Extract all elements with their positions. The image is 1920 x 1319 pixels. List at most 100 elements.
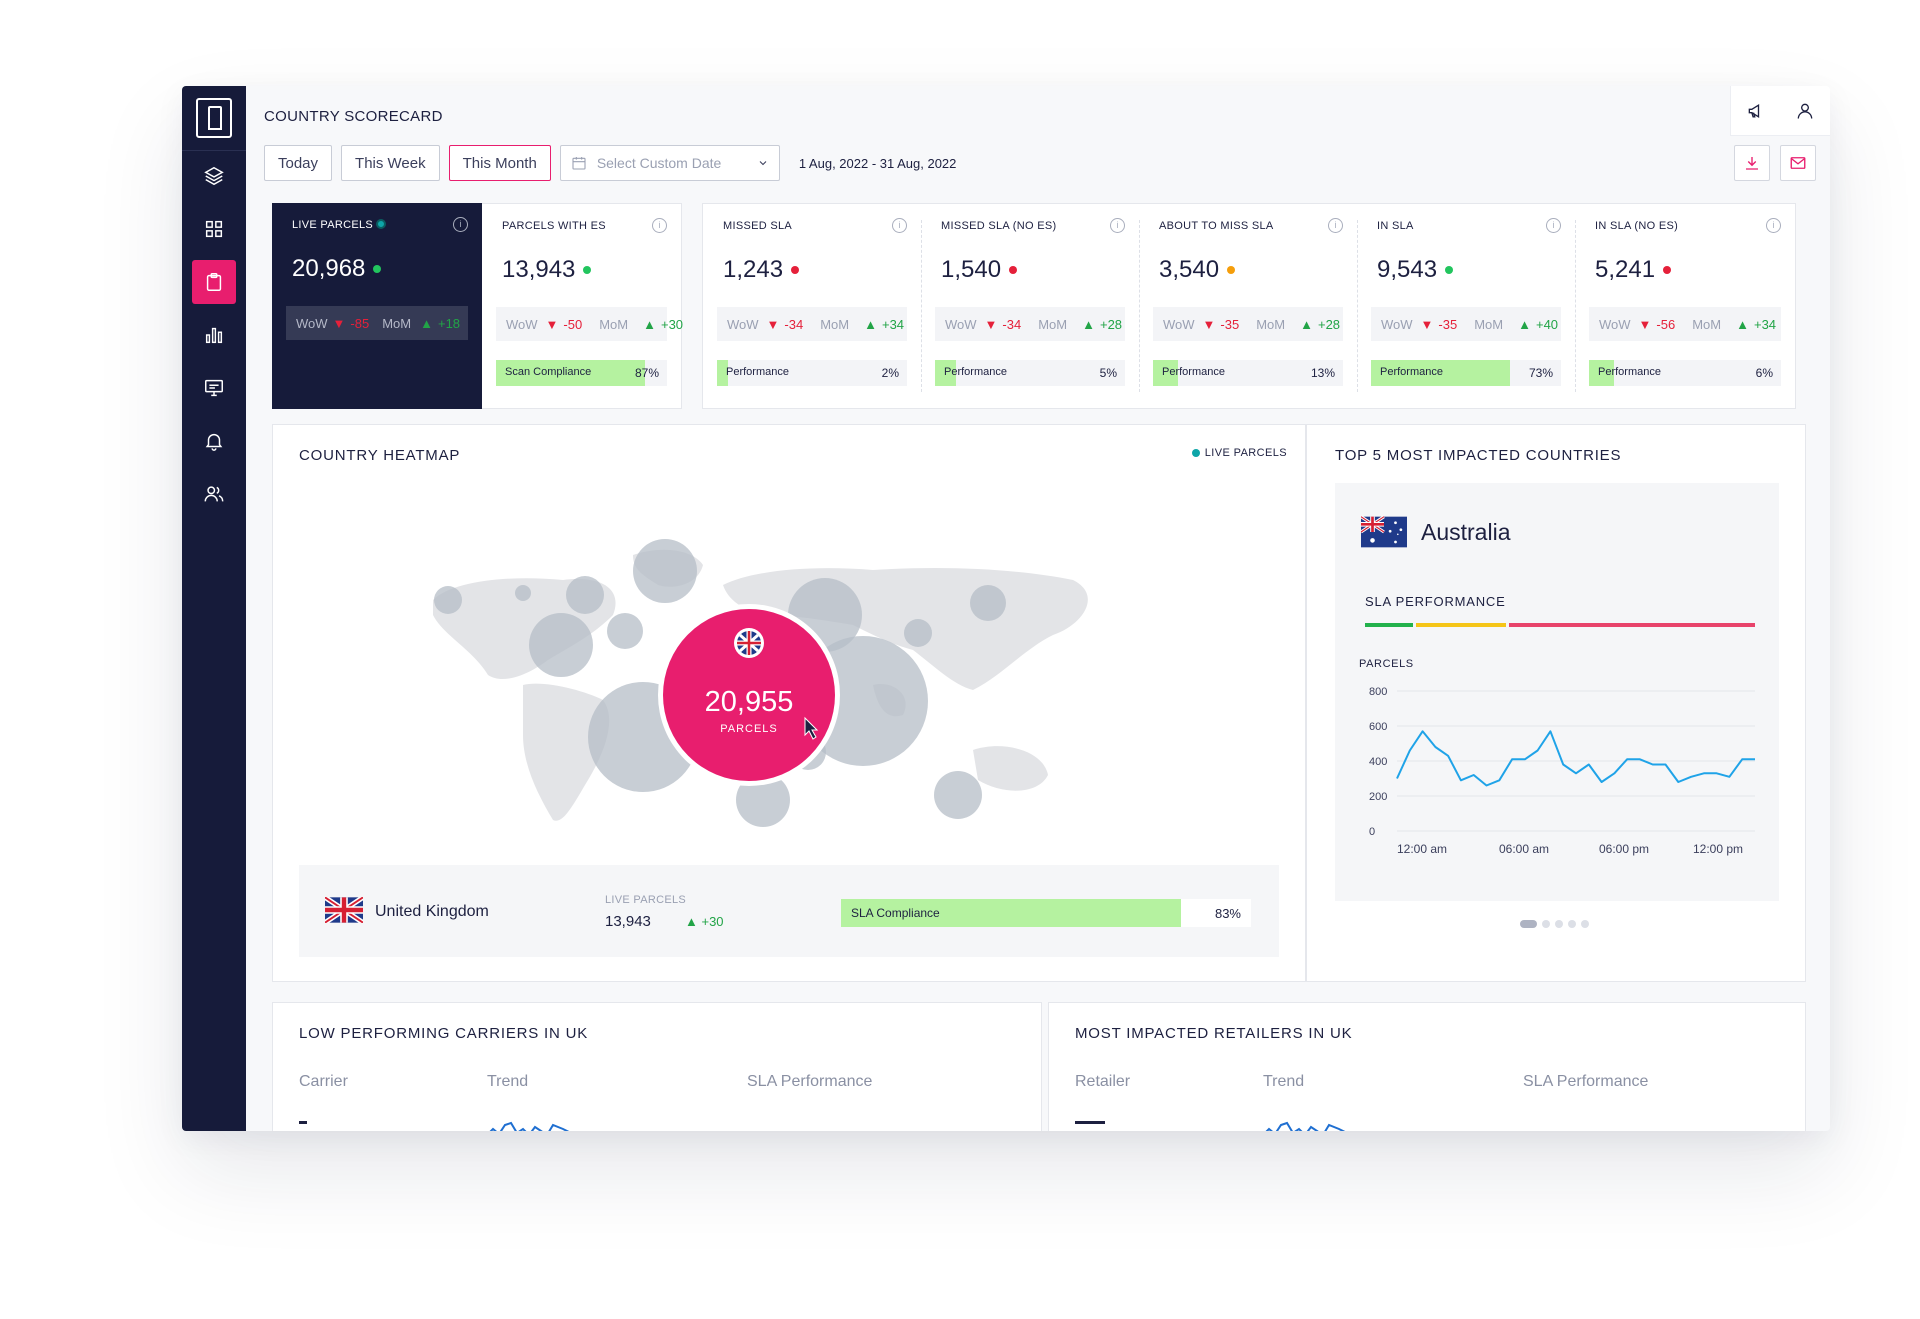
- status-dot: [1445, 266, 1454, 274]
- up-arrow-icon: ▲: [864, 316, 877, 332]
- download-button[interactable]: [1734, 145, 1770, 181]
- kpi-value-text: 3,540: [1159, 256, 1220, 283]
- info-icon[interactable]: i: [453, 217, 468, 232]
- status-dot: [373, 265, 382, 273]
- pager-dot[interactable]: [1581, 920, 1589, 928]
- col-carrier[interactable]: Carrier: [299, 1073, 348, 1090]
- bar-percent: 6%: [1755, 366, 1773, 380]
- highlight-value: 20,955: [705, 686, 794, 718]
- divider: [182, 150, 246, 151]
- bar-fill: [935, 360, 956, 386]
- email-button[interactable]: [1780, 145, 1816, 181]
- highlight-unit: PARCELS: [720, 723, 778, 735]
- bar-label: Performance: [1380, 366, 1443, 378]
- monitor-icon[interactable]: [192, 366, 236, 410]
- carriers-header: Carrier Trend SLA Performance: [299, 1073, 872, 1091]
- bell-icon[interactable]: [192, 419, 236, 463]
- x-tick-label: 12:00 pm: [1693, 842, 1743, 856]
- bar-label: Performance: [1162, 366, 1225, 378]
- chevron-down-icon: [759, 161, 767, 166]
- kpi-trend: WoW ▼ -34 MoM ▲ +34: [717, 307, 907, 341]
- kpi-live-parcels-card[interactable]: LIVE PARCELS i 20,968 WoW ▼ -85 MoM ▲ +18: [272, 203, 482, 409]
- mom-label: MoM: [1256, 316, 1286, 332]
- kpi-missed-sla-no-es[interactable]: MISSED SLA (NO ES) i 1,540 WoW ▼ -34 MoM ▲ +28 Pe…: [921, 204, 1139, 408]
- col-sla[interactable]: SLA Performance: [1523, 1073, 1649, 1090]
- info-icon[interactable]: i: [1110, 218, 1125, 233]
- date-range-text: 1 Aug, 2022 - 31 Aug, 2022: [798, 155, 957, 171]
- mom-value: +30: [660, 316, 684, 332]
- pager-dot[interactable]: [1568, 920, 1576, 928]
- status-dot: [791, 266, 800, 274]
- layers-icon[interactable]: [192, 154, 236, 198]
- kpi-in-sla[interactable]: IN SLA i 9,543 WoW ▼ -35 MoM ▲ +40 Performance 73%: [1357, 204, 1575, 408]
- mom-value: +34: [1753, 316, 1777, 332]
- row-text-fragment: [1075, 1121, 1105, 1124]
- col-trend[interactable]: Trend: [1263, 1073, 1305, 1090]
- calendar-icon: [572, 157, 586, 170]
- mom-label: MoM: [1474, 316, 1504, 332]
- retailers-header: Retailer Trend SLA Performance: [1075, 1073, 1648, 1091]
- kpi-value: 13,943: [502, 256, 592, 284]
- status-dot: [1227, 266, 1236, 274]
- mom-label: MoM: [382, 315, 412, 331]
- pager-dot[interactable]: [1542, 920, 1550, 928]
- kpi-parcels-es-card[interactable]: PARCELS WITH ES i 13,943 WoW ▼ -50 MoM ▲ +30 Scan…: [482, 203, 684, 409]
- kpi-progress-bar: Performance 2%: [717, 360, 907, 386]
- today-button[interactable]: Today: [264, 145, 333, 181]
- bar-label: Performance: [1598, 366, 1661, 378]
- up-arrow-icon: ▲: [1518, 316, 1531, 332]
- kpi-value: 1,540: [941, 256, 1018, 284]
- country-card[interactable]: Australia SLA PERFORMANCE PARCELS 800 600 4…: [1335, 483, 1779, 901]
- custom-date-select[interactable]: Select Custom Date: [559, 145, 780, 181]
- users-icon[interactable]: [192, 472, 236, 516]
- y-tick-label: 600: [1369, 721, 1387, 733]
- uk-highlight-bubble[interactable]: [663, 609, 835, 781]
- grid-icon[interactable]: [192, 207, 236, 251]
- kpi-live-parcels: LIVE PARCELS i 20,968 WoW ▼ -85 MoM ▲ +18: [272, 203, 482, 409]
- legend-label: LIVE PARCELS: [1204, 447, 1287, 459]
- col-retailer[interactable]: Retailer: [1075, 1073, 1131, 1090]
- custom-date-placeholder: Select Custom Date: [596, 155, 722, 171]
- this-week-button[interactable]: This Week: [341, 145, 440, 181]
- info-icon[interactable]: i: [1328, 218, 1343, 233]
- info-icon[interactable]: i: [652, 218, 667, 233]
- kpi-value: 5,241: [1595, 256, 1672, 284]
- download-icon: [1746, 157, 1758, 170]
- bar-percent: 13%: [1310, 366, 1335, 380]
- row-text-fragment: [299, 1121, 307, 1124]
- info-icon[interactable]: i: [892, 218, 907, 233]
- kpi-label: LIVE PARCELS: [292, 219, 387, 231]
- megaphone-icon[interactable]: [1731, 86, 1781, 136]
- kpi-trend: WoW ▼ -35 MoM ▲ +40: [1371, 307, 1561, 341]
- up-arrow-icon: ▲: [1300, 316, 1313, 332]
- world-map: 20,955 PARCELS: [433, 539, 1088, 827]
- info-icon[interactable]: i: [1546, 218, 1561, 233]
- kpi-trend: WoW ▼ -35 MoM ▲ +28: [1153, 307, 1343, 341]
- col-sla[interactable]: SLA Performance: [747, 1073, 873, 1090]
- selected-country-row[interactable]: United Kingdom LIVE PARCELS 13,943 ▲ +30…: [299, 865, 1279, 957]
- pager-dot[interactable]: [1520, 920, 1537, 928]
- kpi-value-text: 5,241: [1595, 256, 1656, 283]
- trend-sparkline: [489, 1121, 570, 1131]
- clipboard-icon[interactable]: [192, 260, 236, 304]
- col-trend[interactable]: Trend: [487, 1073, 529, 1090]
- kpi-about-to-miss-sla[interactable]: ABOUT TO MISS SLA i 3,540 WoW ▼ -35 MoM ▲ +28 Per…: [1139, 204, 1357, 408]
- pager-dot[interactable]: [1555, 920, 1563, 928]
- down-arrow-icon: ▼: [1420, 316, 1434, 332]
- info-icon[interactable]: i: [1766, 218, 1781, 233]
- mom-label: MoM: [599, 316, 629, 332]
- down-arrow-icon: ▼: [984, 316, 998, 332]
- bar-chart-icon[interactable]: [192, 313, 236, 357]
- kpi-in-sla-no-es[interactable]: IN SLA (NO ES) i 5,241 WoW ▼ -56 MoM ▲ +34 Perfor…: [1575, 204, 1795, 408]
- user-icon[interactable]: [1781, 86, 1831, 136]
- this-month-button[interactable]: This Month: [448, 145, 551, 181]
- mail-icon: [1790, 157, 1806, 169]
- kpi-value-text: 20,968: [292, 255, 366, 282]
- wow-value: -56: [1656, 316, 1676, 332]
- kpi-missed-sla[interactable]: MISSED SLA i 1,243 WoW ▼ -34 MoM ▲ +34 Performanc…: [703, 204, 921, 408]
- wow-value: -34: [784, 316, 804, 332]
- logo-icon[interactable]: [196, 98, 232, 138]
- kpi-value: 1,243: [723, 256, 800, 284]
- wow-label: WoW: [1599, 316, 1631, 332]
- down-arrow-icon: ▼: [1202, 316, 1216, 332]
